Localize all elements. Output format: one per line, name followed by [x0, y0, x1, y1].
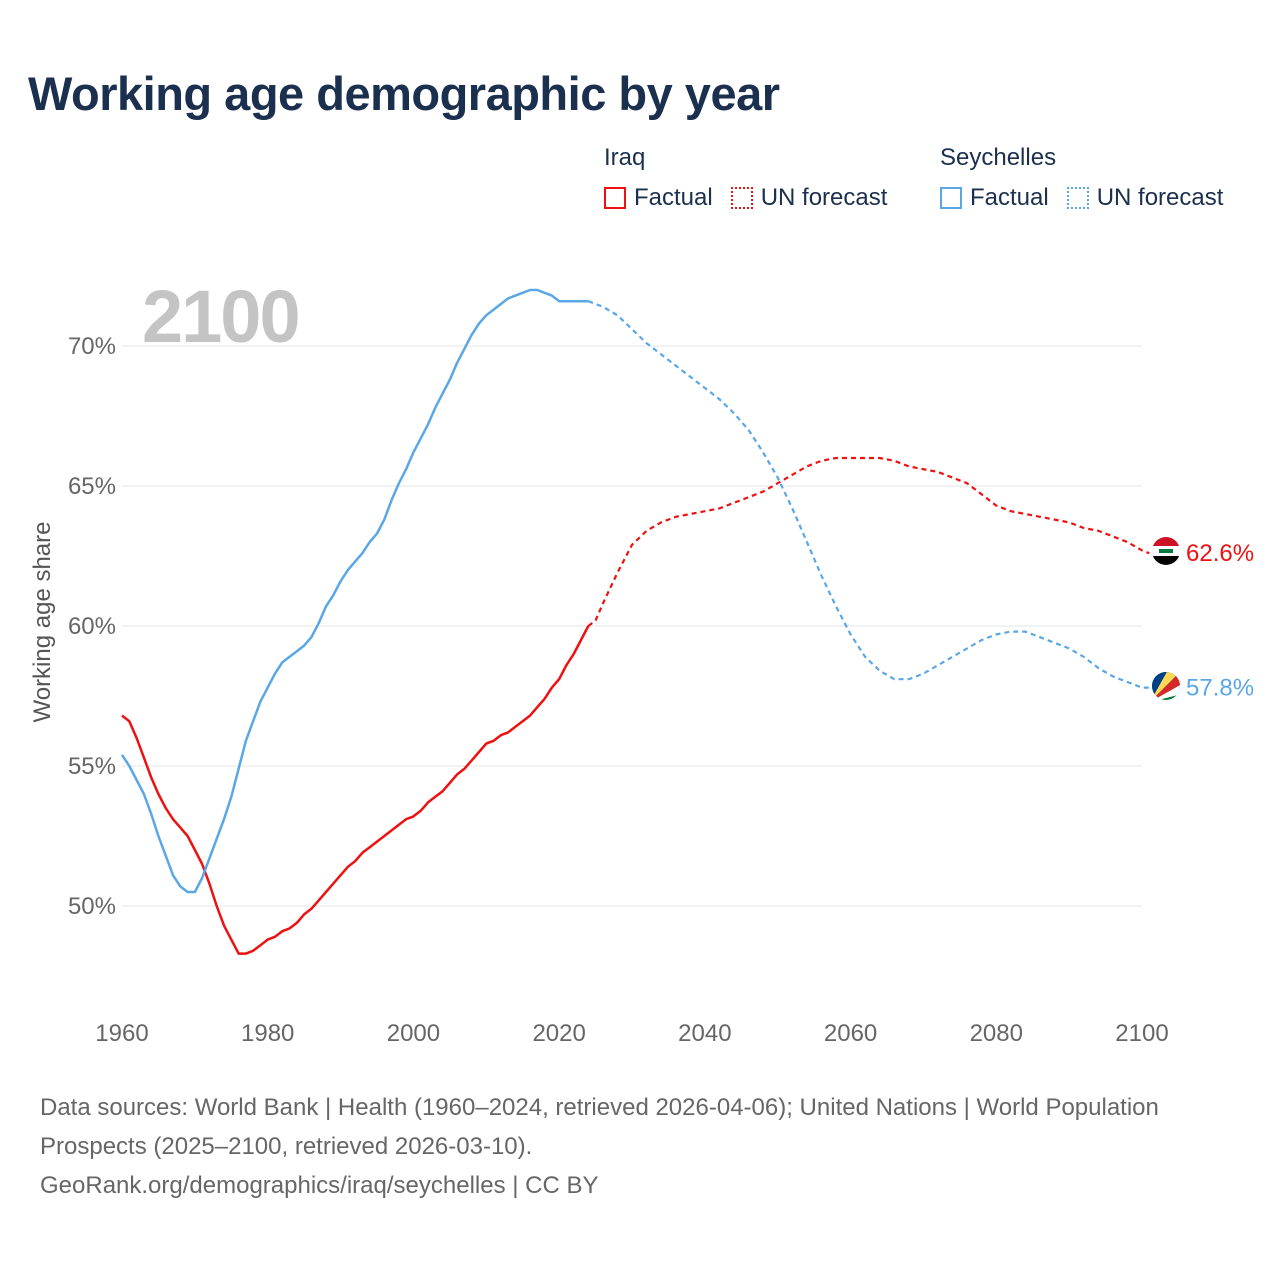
- y-axis-label: Working age share: [29, 522, 56, 723]
- y-tick-labels: 50% 55% 60% 65% 70%: [68, 333, 116, 920]
- legend-swatch-solid: [604, 187, 626, 209]
- iraq-flag-icon: [1152, 537, 1180, 565]
- y-tick-label: 50%: [68, 893, 116, 920]
- x-tick-label: 1980: [241, 1020, 294, 1047]
- x-tick-label: 1960: [95, 1020, 148, 1047]
- iraq-forecast-line: [587, 456, 1150, 627]
- end-labels: 62.6% 57.8%: [1186, 540, 1254, 701]
- y-tick-label: 60%: [68, 613, 116, 640]
- legend-swatch-dotted: [1066, 187, 1089, 209]
- line-chart: 2100 Working age share 50% 55% 60% 65% 70% 1…: [29, 275, 1254, 1047]
- x-tick-label: 2080: [970, 1020, 1023, 1047]
- legend-seychelles-forecast[interactable]: UN forecast: [1066, 184, 1224, 212]
- legend-group-name: Iraq: [604, 144, 646, 171]
- legend-group-seychelles: Seychelles Factual UN forecast: [940, 144, 1223, 212]
- y-tick-label: 70%: [68, 333, 116, 360]
- legend-iraq-factual[interactable]: Factual: [604, 184, 713, 212]
- seychelles-end-label: 57.8%: [1186, 675, 1254, 702]
- iraq-factual-line: [121, 625, 590, 955]
- gridlines: [122, 345, 1142, 907]
- footer: Data sources: World Bank | Health (1960–…: [40, 1088, 1220, 1205]
- legend-label: Factual: [970, 184, 1049, 211]
- legend-group-name: Seychelles: [940, 144, 1057, 171]
- y-tick-label: 55%: [68, 753, 116, 780]
- legend-seychelles-factual[interactable]: Factual: [940, 184, 1049, 212]
- legend-group-iraq: Iraq Factual UN forecast: [604, 144, 905, 212]
- x-tick-label: 2100: [1115, 1020, 1168, 1047]
- x-tick-label: 2000: [387, 1020, 440, 1047]
- year-watermark: 2100: [142, 275, 299, 358]
- credit-link[interactable]: GeoRank.org/demographics/iraq/seychelles…: [40, 1172, 599, 1199]
- data-sources-text: Data sources: World Bank | Health (1960–…: [40, 1094, 1159, 1160]
- chart-title: Working age demographic by year: [28, 67, 780, 120]
- x-tick-labels: 1960 1980 2000 2020 2040 2060 2080 2100: [95, 1020, 1168, 1047]
- y-tick-label: 65%: [68, 473, 116, 500]
- x-tick-label: 2040: [678, 1020, 731, 1047]
- x-tick-label: 2060: [824, 1020, 877, 1047]
- series-lines: [120, 288, 1150, 955]
- legend-label: UN forecast: [760, 184, 888, 211]
- seychelles-forecast-line: [587, 300, 1150, 689]
- seychelles-factual-line: [120, 288, 589, 894]
- legend-swatch-dotted: [730, 187, 753, 209]
- legend-label: UN forecast: [1096, 184, 1224, 211]
- x-tick-label: 2020: [532, 1020, 585, 1047]
- legend-iraq-forecast[interactable]: UN forecast: [730, 184, 888, 212]
- iraq-end-label: 62.6%: [1186, 540, 1254, 567]
- legend-swatch-solid: [940, 187, 962, 209]
- seychelles-flag-icon: [1152, 672, 1180, 700]
- legend-label: Factual: [634, 184, 713, 211]
